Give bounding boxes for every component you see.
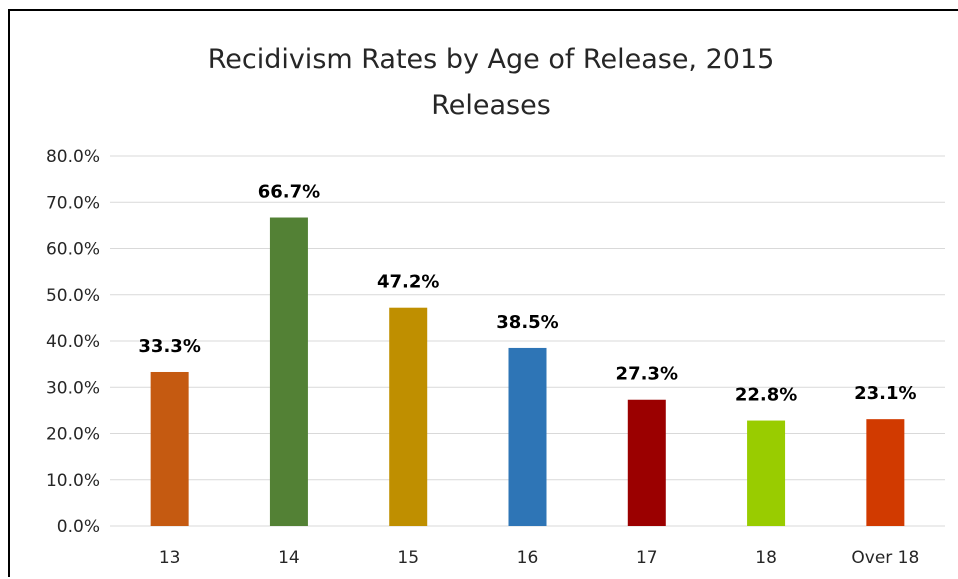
y-tick-label: 40.0% xyxy=(46,332,100,352)
data-label: 66.7% xyxy=(258,182,320,203)
data-label: 22.8% xyxy=(735,385,797,406)
bar xyxy=(866,419,905,526)
y-tick-label: 20.0% xyxy=(46,425,100,445)
chart-frame: Recidivism Rates by Age of Release, 2015… xyxy=(8,9,958,577)
data-label: 33.3% xyxy=(138,336,200,357)
y-tick-label: 80.0% xyxy=(46,147,100,167)
y-tick-label: 10.0% xyxy=(46,471,100,491)
y-tick-label: 50.0% xyxy=(46,286,100,306)
x-category-label: Over 18 xyxy=(851,548,919,568)
data-label: 38.5% xyxy=(496,312,558,333)
bar xyxy=(747,420,786,526)
bar xyxy=(389,307,428,526)
x-category-label: 17 xyxy=(636,548,658,568)
bar xyxy=(269,217,308,526)
bar xyxy=(508,347,547,526)
bars xyxy=(150,217,905,526)
gridlines xyxy=(110,155,945,527)
chart-title: Recidivism Rates by Age of Release, 2015 xyxy=(208,44,775,75)
x-category-label: 15 xyxy=(397,548,419,568)
bar-chart: Recidivism Rates by Age of Release, 2015… xyxy=(46,44,945,568)
y-tick-label: 30.0% xyxy=(46,378,100,398)
bar xyxy=(627,399,666,526)
chart-subtitle: Releases xyxy=(431,90,551,121)
data-labels: 33.3% 66.7% 47.2% 38.5% 27.3% 22.8% 23.1% xyxy=(138,182,916,406)
x-category-label: 16 xyxy=(517,548,539,568)
y-tick-label: 70.0% xyxy=(46,193,100,213)
x-category-label: 13 xyxy=(159,548,181,568)
y-axis-ticks: 0.0% 10.0% 20.0% 30.0% 40.0% 50.0% 60.0% 70.0% 8… xyxy=(46,147,100,537)
data-label: 47.2% xyxy=(377,272,439,293)
x-category-label: 14 xyxy=(278,548,300,568)
data-label: 27.3% xyxy=(616,364,678,385)
y-tick-label: 60.0% xyxy=(46,240,100,260)
x-category-label: 18 xyxy=(755,548,777,568)
bar xyxy=(150,371,189,526)
data-label: 23.1% xyxy=(854,383,916,404)
x-axis-categories: 13 14 15 16 17 18 Over 18 xyxy=(159,548,920,568)
y-tick-label: 0.0% xyxy=(57,517,100,537)
